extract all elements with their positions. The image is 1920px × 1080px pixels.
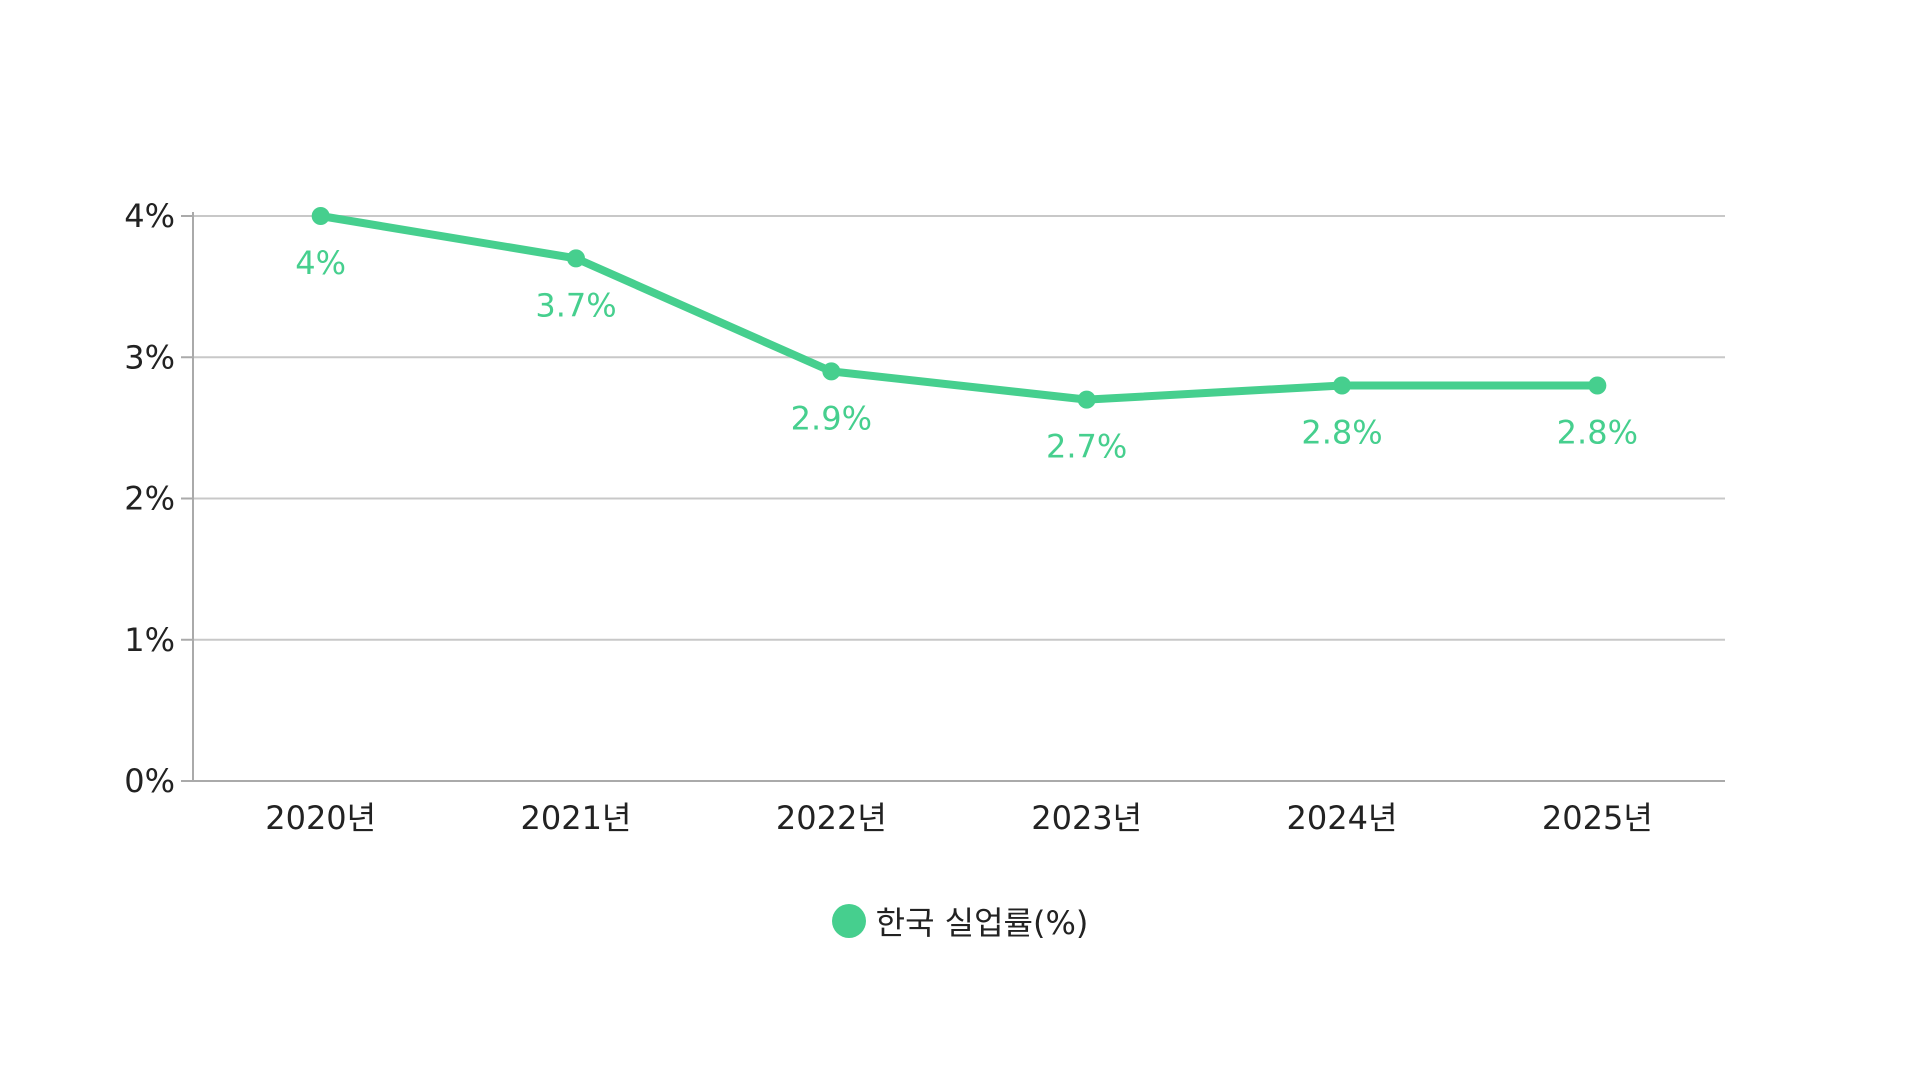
data-label: 2.8%	[1557, 414, 1638, 452]
data-label: 2.9%	[791, 399, 872, 437]
x-tick-label: 2021년	[521, 799, 632, 837]
grid-lines	[193, 215, 1725, 641]
x-tick-label: 2022년	[776, 799, 887, 837]
y-tick-label: 4%	[124, 197, 175, 235]
y-tick-label: 2%	[124, 480, 175, 518]
x-tick-label: 2025년	[1542, 799, 1653, 837]
x-tick-label: 2024년	[1287, 799, 1398, 837]
y-tick-label: 3%	[124, 338, 175, 376]
axes	[181, 212, 1725, 782]
y-tick-label: 0%	[124, 762, 175, 800]
data-point[interactable]	[1588, 376, 1607, 395]
data-label: 2.7%	[1046, 428, 1127, 466]
y-axis-tick-labels: 0% 1% 2% 3% 4%	[124, 197, 175, 800]
legend-label: 한국 실업률(%)	[875, 904, 1089, 942]
series-layer	[311, 207, 1607, 409]
data-point[interactable]	[1333, 376, 1351, 395]
x-tick-label: 2023년	[1031, 799, 1142, 837]
legend-item[interactable]: 한국 실업률(%)	[831, 898, 1089, 944]
y-tick-label: 1%	[124, 621, 175, 659]
series-line	[316, 212, 1602, 404]
data-point[interactable]	[567, 249, 585, 268]
data-label: 3.7%	[535, 286, 616, 324]
data-labels: 4% 3.7% 2.9% 2.7% 2.8% 2.8%	[295, 244, 1638, 466]
data-point[interactable]	[822, 362, 841, 381]
x-axis-tick-labels: 2020년 2021년 2022년 2023년 2024년 2025년	[265, 799, 1653, 837]
x-tick-label: 2020년	[265, 799, 376, 837]
legend-marker-icon	[831, 904, 866, 938]
data-label: 4%	[295, 244, 346, 282]
data-point[interactable]	[1077, 390, 1096, 409]
legend: 한국 실업률(%)	[0, 898, 1920, 944]
data-point[interactable]	[311, 207, 330, 225]
data-label: 2.8%	[1301, 414, 1382, 452]
